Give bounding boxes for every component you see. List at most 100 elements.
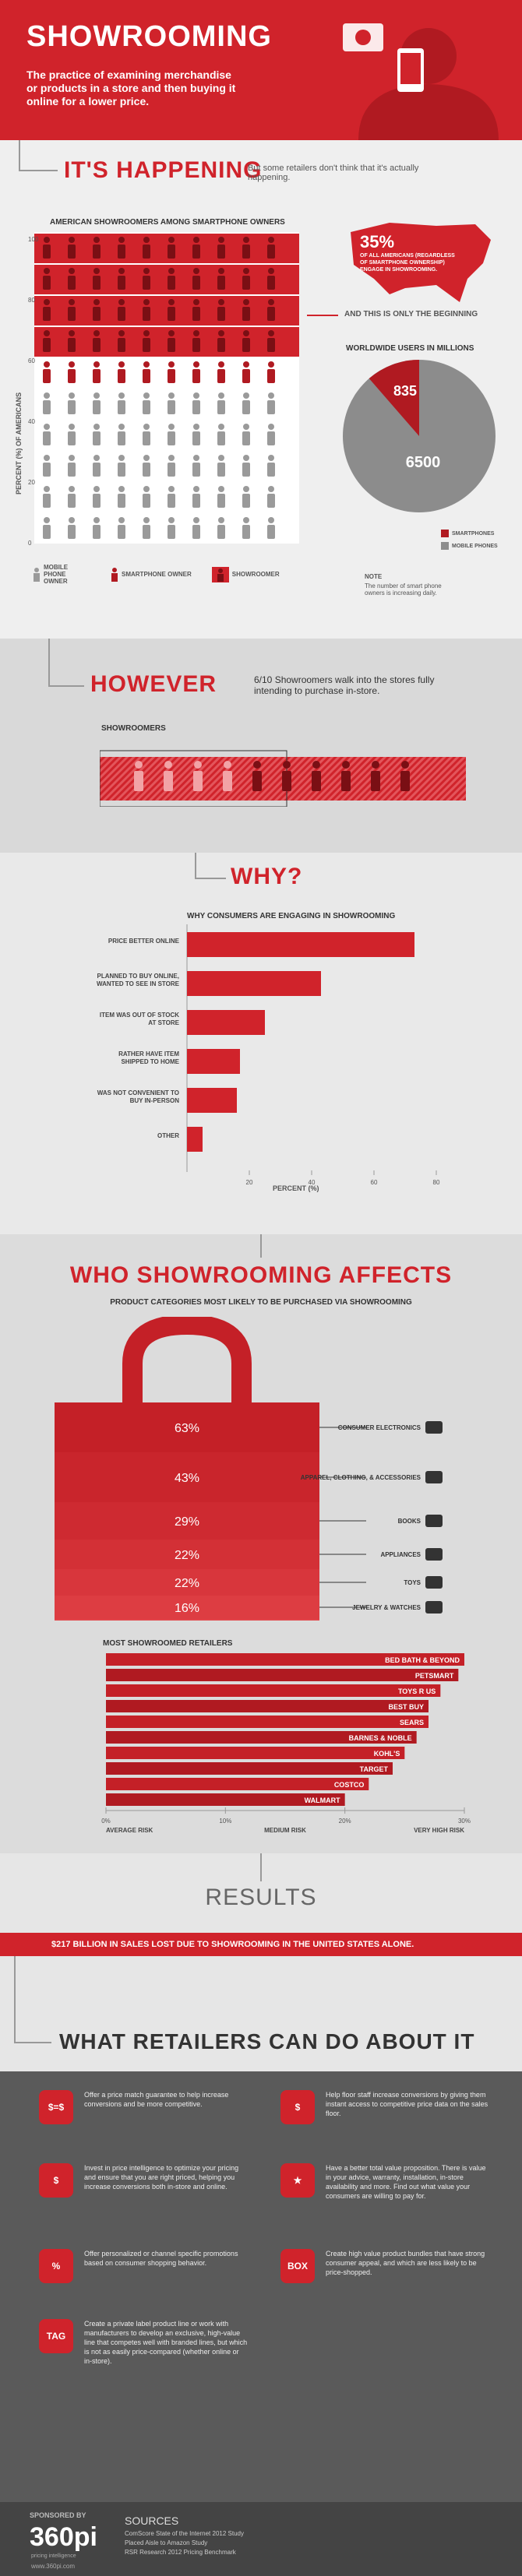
sources-title: SOURCES xyxy=(125,2514,179,2527)
bag-category-band xyxy=(55,1452,319,1502)
mobilephones-swatch xyxy=(441,542,449,550)
person-icon xyxy=(267,392,275,414)
results-title: RESULTS xyxy=(205,1884,317,1910)
person-icon xyxy=(217,361,225,383)
sponsor-logo[interactable]: 360pi xyxy=(30,2522,97,2552)
y-tick-label: 20 xyxy=(28,479,35,486)
person-icon xyxy=(68,455,76,477)
header-section: SHOWROOMING The practice of examining me… xyxy=(0,0,522,140)
retailer-label: BEST BUY xyxy=(388,1703,424,1711)
retailer-bar xyxy=(106,1700,429,1712)
worldwide-pie-chart: 835 6500 xyxy=(343,360,496,512)
retailers-title: MOST SHOWROOMED RETAILERS xyxy=(103,1639,233,1648)
person-icon xyxy=(242,517,250,539)
person-icon xyxy=(68,330,76,352)
bag-value-label: 43% xyxy=(175,1472,199,1485)
bag-category-label: APPLIANCES xyxy=(380,1551,421,1558)
person-icon xyxy=(217,299,225,321)
showroomer-person-icon xyxy=(341,761,351,791)
retailer-bar xyxy=(106,1716,429,1728)
bag-category-band xyxy=(55,1402,319,1452)
bag-value-label: 63% xyxy=(175,1422,199,1435)
person-icon xyxy=(143,268,150,290)
legend-smartphone-owner: SMARTPHONE OWNER xyxy=(122,571,192,578)
mobile-owner-legend-icon xyxy=(34,567,40,582)
tip-item: $=$ Offer a price match guarantee to help… xyxy=(39,2090,257,2124)
person-icon xyxy=(168,455,175,477)
person-icon xyxy=(93,392,101,414)
person-icon xyxy=(217,517,225,539)
person-icon xyxy=(143,486,150,508)
showroomer-person-icon xyxy=(223,761,232,791)
tip-item: ★ Have a better total value proposition. … xyxy=(280,2163,499,2201)
retailers-do-title: WHAT RETAILERS CAN DO ABOUT IT xyxy=(59,2029,475,2053)
person-icon xyxy=(217,268,225,290)
person-icon xyxy=(267,330,275,352)
why-xlabel: PERCENT (%) xyxy=(273,1184,319,1192)
person-icon xyxy=(192,361,200,383)
why-bar xyxy=(187,932,414,957)
page-title: SHOWROOMING xyxy=(26,20,272,53)
tip-text: Have a better total value proposition. T… xyxy=(326,2164,486,2200)
risk-label: VERY HIGH RISK xyxy=(414,1827,464,1834)
retailer-label: TARGET xyxy=(360,1765,389,1773)
person-icon xyxy=(93,268,101,290)
person-icon xyxy=(143,455,150,477)
why-bar xyxy=(187,1010,265,1035)
why-tick-label: 20 xyxy=(246,1179,253,1186)
worldwide-title: WORLDWIDE USERS IN MILLIONS xyxy=(346,344,474,353)
bag-handle xyxy=(122,1317,252,1410)
sponsor-tagline: pricing intelligence xyxy=(31,2553,76,2559)
person-icon xyxy=(217,392,225,414)
category-icon xyxy=(425,1601,443,1614)
person-icon xyxy=(143,330,150,352)
person-icon xyxy=(93,237,101,259)
why-bar xyxy=(187,1127,203,1152)
showroomer-row xyxy=(34,296,299,326)
retailer-bar xyxy=(106,1793,345,1806)
person-icon xyxy=(68,237,76,259)
sponsor-url[interactable]: www.360pi.com xyxy=(31,2563,76,2570)
person-icon xyxy=(43,237,51,259)
person-icon xyxy=(217,424,225,445)
person-icon xyxy=(192,392,200,414)
why-tick-label: 80 xyxy=(433,1179,440,1186)
showroomer-person-icon xyxy=(134,761,143,791)
person-icon xyxy=(217,330,225,352)
bag-category-band xyxy=(55,1569,319,1596)
legend-mobilephones: MOBILE PHONES xyxy=(452,543,498,549)
person-icon xyxy=(267,424,275,445)
shopping-bag-chart: 63% CONSUMER ELECTRONICS 43% APPAREL, CLOTH… xyxy=(55,1317,443,1621)
showroomer-person-icon xyxy=(400,761,410,791)
person-icon xyxy=(143,361,150,383)
person-icon xyxy=(242,424,250,445)
tip-text: Create a private label product line or w… xyxy=(84,2320,248,2365)
tip-icon: $=$ xyxy=(39,2090,73,2124)
why-title: WHY? xyxy=(231,864,303,889)
person-icon xyxy=(93,517,101,539)
results-banner-text: $217 BILLION IN SALES LOST DUE TO SHOWRO… xyxy=(51,1940,414,1949)
shopper-illustration-icon xyxy=(343,23,499,140)
why-chart-title: WHY CONSUMERS ARE ENGAGING IN SHOWROOMIN… xyxy=(187,912,396,920)
person-icon xyxy=(118,237,125,259)
person-icon xyxy=(118,424,125,445)
usa-map-icon xyxy=(351,223,491,302)
person-icon xyxy=(168,424,175,445)
retailer-label: SEARS xyxy=(400,1719,424,1726)
tip-icon: $ xyxy=(280,2090,315,2124)
risk-label: MEDIUM RISK xyxy=(264,1827,306,1834)
bag-category-band xyxy=(55,1596,319,1619)
person-icon xyxy=(143,517,150,539)
note-text: The number of smart phone owners is incr… xyxy=(365,582,442,596)
person-icon xyxy=(242,299,250,321)
category-icon xyxy=(425,1421,443,1434)
person-icon xyxy=(192,237,200,259)
happening-section: IT'S HAPPENING But some retailers don't … xyxy=(0,140,522,639)
y-tick-label: 40 xyxy=(28,418,35,425)
person-icon xyxy=(93,455,101,477)
person-icon xyxy=(267,486,275,508)
why-category-label: OTHER xyxy=(157,1132,179,1139)
bag-category-label: BOOKS xyxy=(398,1518,421,1525)
person-icon xyxy=(43,330,51,352)
person-icon xyxy=(68,486,76,508)
